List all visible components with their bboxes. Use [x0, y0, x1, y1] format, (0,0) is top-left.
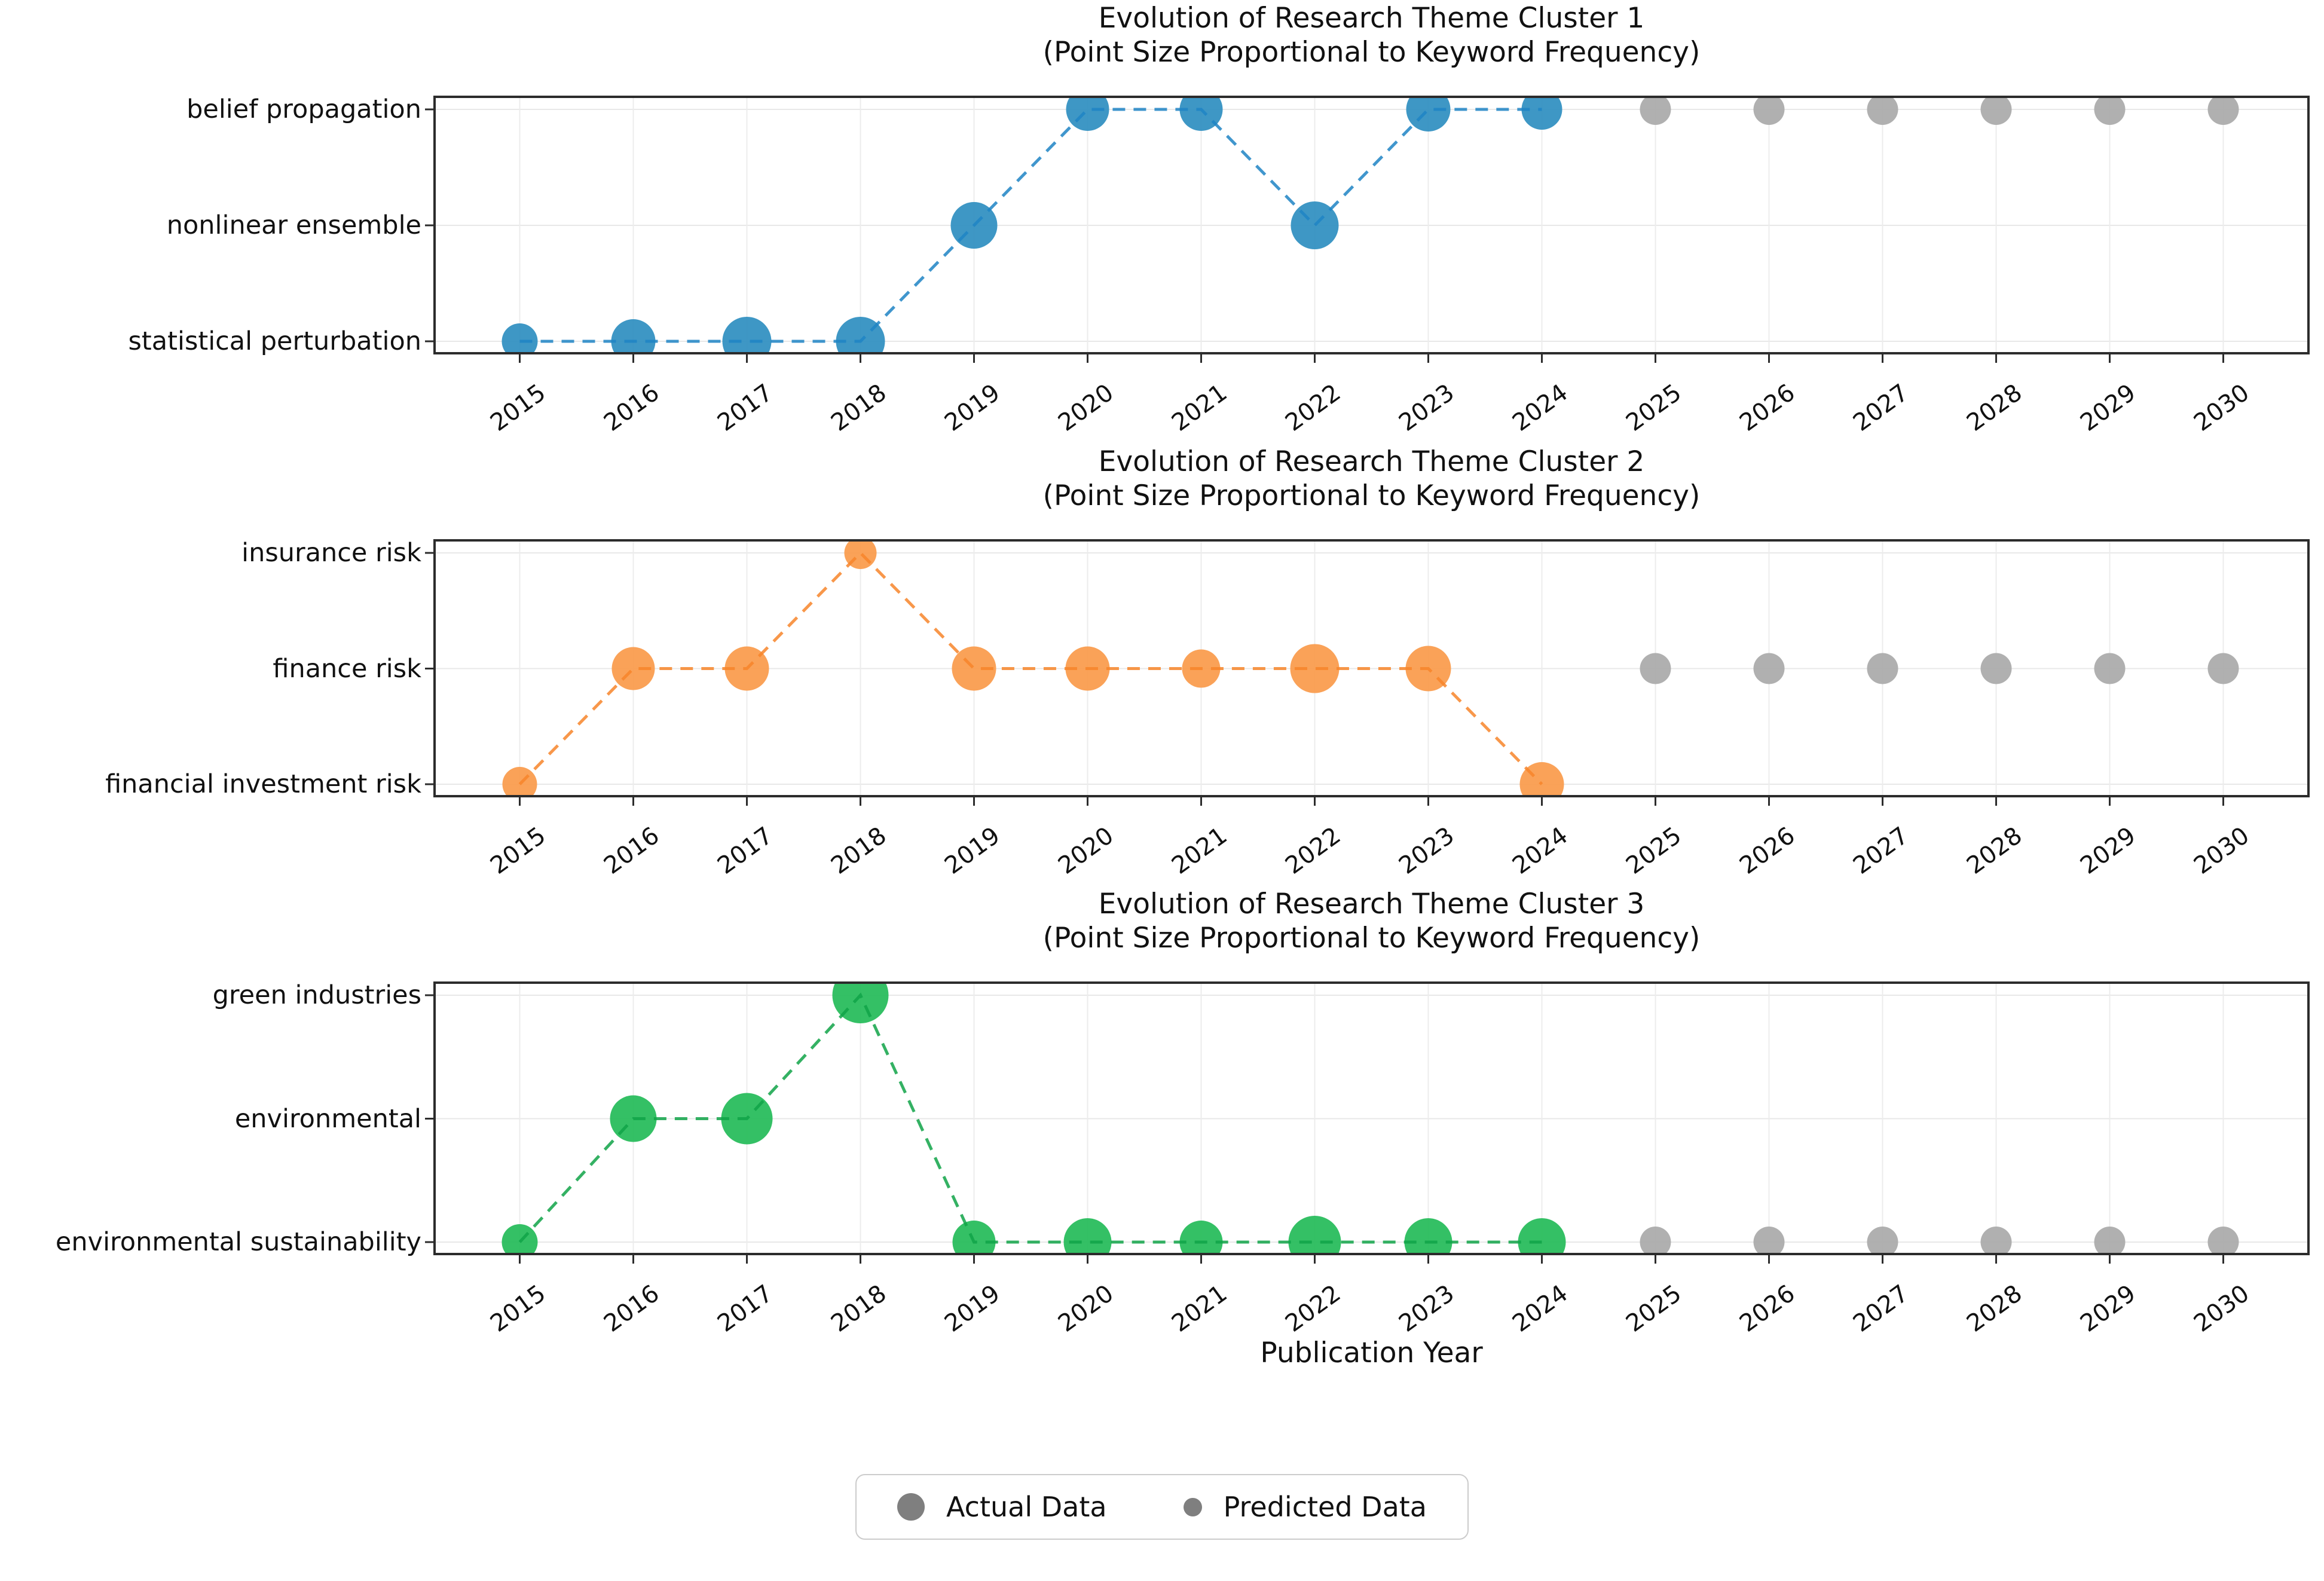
data-point-predicted	[1753, 1227, 1785, 1254]
cluster-2-title-line1: Evolution of Research Theme Cluster 2	[1098, 445, 1645, 478]
cluster-3-title: Evolution of Research Theme Cluster 3 (P…	[435, 887, 2308, 955]
data-point-actual	[611, 319, 656, 353]
data-point-predicted	[1980, 653, 2012, 684]
chart-marks-cluster-2	[502, 540, 2239, 796]
data-point-actual	[832, 983, 889, 1023]
data-point-actual	[952, 646, 996, 691]
data-point-predicted	[1980, 1227, 2012, 1254]
predicted-data-marker-icon	[1183, 1497, 1202, 1516]
data-point-actual	[1406, 97, 1451, 132]
data-point-predicted	[1980, 97, 2012, 125]
legend-label-predicted: Predicted Data	[1223, 1491, 1427, 1523]
y-tick-label: environmental	[234, 1103, 421, 1134]
x-axis-title: Publication Year	[1260, 1337, 1483, 1369]
y-tick-label: financial investment risk	[105, 769, 421, 799]
cluster-2-title-line2: (Point Size Proportional to Keyword Freq…	[1042, 479, 1701, 512]
data-point-predicted	[2094, 653, 2126, 684]
data-point-predicted	[1640, 653, 1671, 684]
cluster-1-title-line1: Evolution of Research Theme Cluster 1	[1098, 2, 1645, 35]
data-point-actual	[722, 317, 772, 353]
y-tick-label: belief propagation	[186, 94, 421, 124]
trend-line	[519, 108, 1542, 343]
chart-marks-cluster-1	[502, 97, 2239, 353]
y-tick-label: insurance risk	[241, 538, 421, 568]
data-point-predicted	[2207, 653, 2239, 684]
data-point-actual	[836, 317, 885, 353]
y-tick-label: green industries	[212, 980, 421, 1010]
data-point-actual	[502, 323, 538, 353]
legend-item-actual: Actual Data	[897, 1491, 1107, 1523]
data-point-predicted	[1867, 653, 1898, 684]
data-point-predicted	[1640, 1227, 1671, 1254]
y-tick-label: statistical perturbation	[128, 326, 421, 356]
legend-label-actual: Actual Data	[946, 1491, 1107, 1523]
data-point-predicted	[1640, 97, 1671, 125]
legend: Actual Data Predicted Data	[855, 1474, 1469, 1540]
y-tick-label: finance risk	[273, 653, 421, 684]
data-point-predicted	[1753, 97, 1785, 125]
data-point-predicted	[1867, 97, 1898, 125]
data-point-actual	[1063, 1218, 1112, 1254]
data-point-actual	[502, 767, 537, 796]
cluster-3-title-line1: Evolution of Research Theme Cluster 3	[1098, 888, 1645, 921]
y-tick-label: environmental sustainability	[55, 1227, 421, 1257]
data-point-actual	[1404, 1218, 1452, 1254]
legend-item-predicted: Predicted Data	[1183, 1491, 1427, 1523]
data-point-actual	[1179, 1221, 1223, 1254]
trend-line	[518, 551, 1543, 785]
chart-marks-cluster-3	[502, 983, 2239, 1254]
data-point-actual	[1290, 644, 1340, 693]
actual-data-marker-icon	[897, 1493, 925, 1521]
cluster-2-title: Evolution of Research Theme Cluster 2 (P…	[435, 445, 2308, 513]
data-point-actual	[952, 1221, 996, 1254]
data-point-actual	[1519, 762, 1564, 796]
data-point-predicted	[2094, 97, 2126, 125]
data-point-predicted	[1867, 1227, 1898, 1254]
data-point-actual	[1521, 97, 1562, 130]
data-point-predicted	[2094, 1227, 2126, 1254]
trend-line	[518, 992, 1542, 1244]
cluster-3-title-line2: (Point Size Proportional to Keyword Freq…	[1042, 922, 1701, 955]
y-tick-label: nonlinear ensemble	[166, 210, 421, 240]
data-point-predicted	[2207, 1227, 2239, 1254]
data-point-actual	[502, 1224, 538, 1254]
data-point-predicted	[2207, 97, 2239, 125]
data-point-actual	[1066, 97, 1109, 131]
cluster-1-title-line2: (Point Size Proportional to Keyword Freq…	[1042, 36, 1701, 69]
cluster-1-title: Evolution of Research Theme Cluster 1 (P…	[435, 1, 2308, 69]
data-point-predicted	[1753, 653, 1785, 684]
data-point-actual	[1518, 1218, 1566, 1254]
data-point-actual	[1288, 1216, 1341, 1254]
